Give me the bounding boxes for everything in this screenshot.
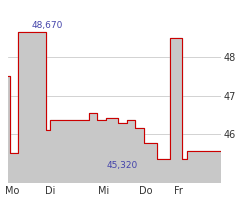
Text: 48,670: 48,670	[31, 21, 62, 30]
Text: 45,320: 45,320	[106, 161, 138, 170]
Polygon shape	[8, 32, 221, 183]
